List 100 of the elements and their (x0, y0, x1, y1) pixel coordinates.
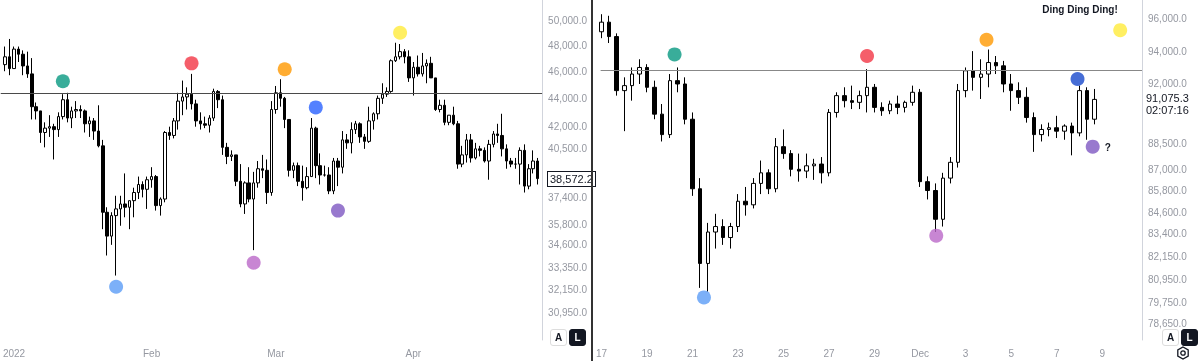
candlestick (622, 76, 627, 132)
candlestick (668, 73, 672, 139)
candlestick (827, 108, 831, 177)
candlestick (880, 101, 884, 117)
y-tick-label: 96,000.0 (1148, 13, 1188, 25)
candlestick (599, 13, 604, 39)
x-tick-label: 19 (641, 347, 654, 359)
y-tick-label: 78,650.0 (1148, 317, 1188, 329)
point (308, 100, 323, 115)
candlestick (1085, 86, 1089, 141)
candlestick (683, 76, 687, 125)
y-tick-label: 34,600.0 (548, 239, 588, 251)
candlestick (637, 58, 642, 85)
x-tick-label: 25 (778, 347, 790, 359)
candlestick (872, 83, 877, 113)
candlestick (857, 90, 862, 110)
x-tick-label: 23 (732, 347, 745, 359)
candlestick (728, 222, 733, 250)
x-tick-label: 5 (1008, 347, 1015, 359)
candlestick (1024, 86, 1029, 124)
candlestick (706, 222, 710, 293)
candlestick (1062, 123, 1067, 141)
candlestick (630, 66, 634, 102)
point (246, 255, 261, 270)
scale-button: L (1181, 329, 1198, 346)
point (393, 25, 408, 40)
point (277, 62, 292, 77)
scale-button: A (1162, 329, 1179, 346)
y-tick-label: 50,000.0 (548, 14, 588, 26)
candlestick (83, 109, 87, 134)
y-tick-label: 33,350.0 (548, 261, 588, 273)
candlestick (1054, 115, 1059, 139)
candlestick (1039, 123, 1044, 142)
candlestick (743, 186, 748, 217)
candlestick (925, 175, 930, 200)
candlestick (736, 193, 740, 233)
candlestick (1016, 81, 1021, 105)
y-tick-label: 88,500.0 (1148, 137, 1188, 149)
candlestick (979, 58, 983, 100)
candlestick (971, 50, 975, 92)
candlestick (114, 195, 118, 277)
candlestick (721, 218, 725, 246)
y-tick-label: 92,000.0 (1148, 78, 1188, 90)
candlestick (713, 213, 718, 250)
y-tick-label: 30,950.0 (548, 307, 588, 319)
y-tick-label: 46,000.0 (548, 65, 588, 77)
candlestick (759, 160, 763, 195)
candlestick (804, 153, 809, 179)
annotation: Ding Ding Ding! (1042, 4, 1118, 16)
scale-button: L (569, 329, 586, 346)
x-tick-label: 29 (869, 347, 881, 359)
candlestick (766, 168, 771, 195)
annotation: ? (1104, 141, 1111, 153)
candlestick (994, 55, 998, 75)
candlestick (652, 80, 657, 120)
candlestick (398, 43, 402, 60)
candlestick (660, 103, 664, 142)
y-tick-label: 83,400.0 (1148, 228, 1188, 240)
candlestick (781, 128, 786, 160)
candlestick (895, 95, 900, 115)
y-tick-label: 82,150.0 (1148, 251, 1188, 263)
x-tick-label: 17 (596, 347, 608, 359)
candlestick (910, 85, 915, 107)
candlestick (918, 88, 922, 188)
candlestick (614, 32, 619, 97)
candlestick (956, 83, 960, 169)
y-tick-label: 85,800.0 (1148, 185, 1188, 197)
candlestick (842, 86, 847, 108)
x-tick-label: 9 (1099, 347, 1106, 359)
x-tick-label: Dec (911, 347, 930, 359)
x-tick-label: 3 (962, 347, 969, 359)
candlestick (675, 66, 680, 93)
candlestick (1070, 122, 1074, 156)
point (109, 279, 124, 294)
x-tick-label: 27 (823, 347, 836, 359)
candlestick (751, 177, 756, 209)
candlestick (690, 111, 695, 197)
candlestick (819, 156, 824, 184)
candlestick (21, 49, 25, 76)
candlestick (903, 100, 907, 113)
x-tick-label: Apr (405, 347, 422, 359)
y-tick-label: 94,000.0 (1148, 45, 1188, 57)
y-tick-label: 32,150.0 (548, 284, 588, 296)
x-tick-label: Mar (267, 347, 286, 359)
scale-button: A (550, 329, 567, 346)
candlestick (789, 149, 793, 177)
candlestick (986, 49, 991, 88)
candlestick (1009, 73, 1013, 112)
point (55, 74, 70, 89)
candlestick (865, 68, 869, 113)
candlestick (203, 116, 207, 129)
candlestick (963, 66, 968, 98)
y-tick-label: 48,000.0 (548, 39, 588, 51)
y-tick-label: 42,000.0 (548, 121, 588, 133)
y-tick-label: 79,750.0 (1148, 296, 1188, 308)
y-tick-label: 44,000.0 (548, 92, 588, 104)
candlestick (1092, 88, 1097, 125)
y-tick-label: 35,800.0 (548, 218, 588, 230)
x-tick-label: 21 (687, 347, 699, 359)
candlestick (1001, 60, 1006, 93)
